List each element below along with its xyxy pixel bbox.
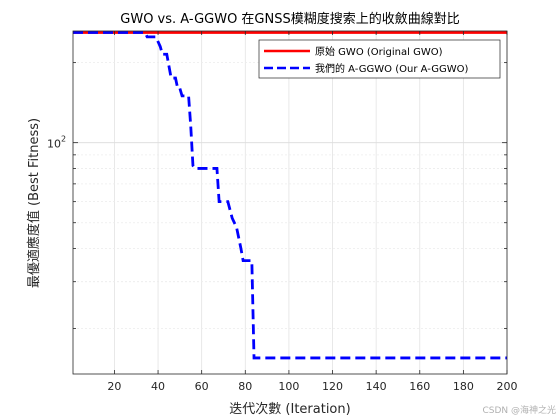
y-tick-labels: 103102 (47, 135, 66, 151)
y-tick-label: 102 (47, 135, 66, 151)
x-tick-label: 100 (278, 380, 299, 393)
x-tick-label: 160 (409, 380, 430, 393)
legend-box (258, 39, 501, 79)
x-tick-label: 40 (151, 380, 165, 393)
x-tick-label: 60 (195, 380, 209, 393)
x-tick-label: 180 (453, 380, 474, 393)
legend-label-aggwo: 我們的 A-GGWO (Our A-GGWO) (315, 62, 468, 75)
ticks (73, 31, 508, 374)
plot-background (73, 31, 507, 374)
chart-title: GWO vs. A-GGWO 在GNSS模糊度搜索上的收斂曲線對比 (120, 11, 459, 27)
x-tick-labels: 20 40 60 80 100 120 140 160 180 200 (107, 380, 517, 393)
x-tick-label: 120 (322, 380, 343, 393)
x-axis-label: 迭代次數 (Iteration) (229, 401, 350, 417)
y-axis-label: 最優適應度值 (Best Fitness) (26, 118, 42, 288)
x-tick-label: 80 (238, 380, 252, 393)
x-tick-label: 200 (497, 380, 518, 393)
legend: 原始 GWO (Original GWO) 我們的 A-GGWO (Our A-… (258, 39, 501, 79)
x-tick-label: 140 (366, 380, 387, 393)
series-line-a-ggwo (73, 31, 507, 360)
legend-label-gwo: 原始 GWO (Original GWO) (315, 45, 443, 58)
plot-area (72, 30, 508, 375)
series-layer (73, 31, 507, 360)
plot-frame (72, 30, 508, 375)
watermark: CSDN @海神之光 (482, 404, 556, 416)
x-tick-label: 20 (107, 380, 121, 393)
